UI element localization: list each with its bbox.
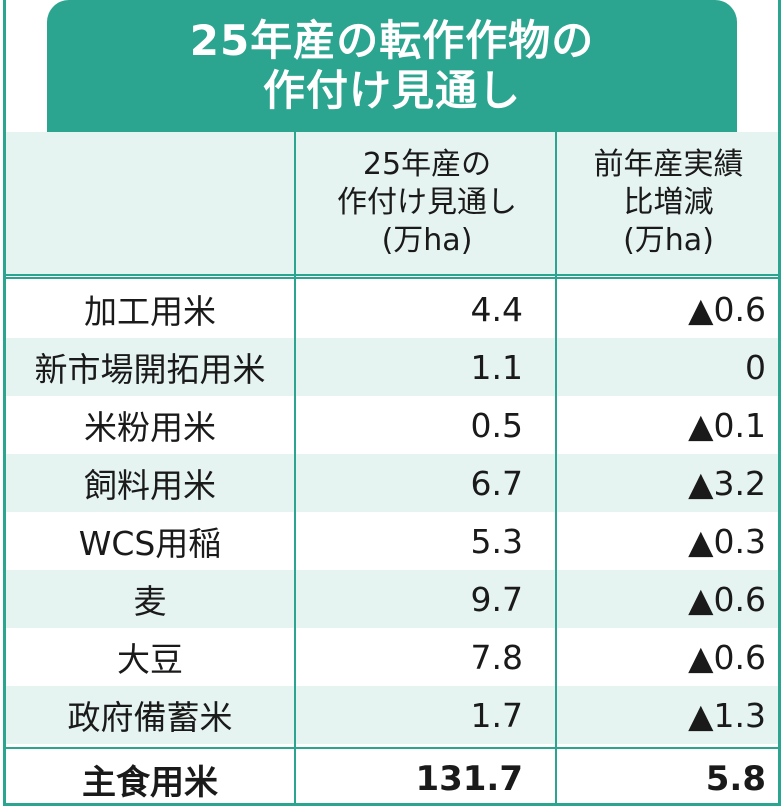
crop-name: 米粉用米: [84, 408, 216, 447]
table-row: 米粉用米 0.5 ▲0.1: [6, 396, 778, 454]
table-row: 麦 9.7 ▲0.6: [6, 570, 778, 628]
table-title: 25年産の転作作物の 作付け見通し: [47, 0, 737, 132]
table-frame: [3, 0, 781, 806]
change-value: ▲0.6: [688, 579, 766, 619]
change-value: ▲0.6: [688, 637, 766, 677]
header-forecast: 25年産の 作付け見通し (万ha): [296, 132, 558, 274]
table-row: 飼料用米 6.7 ▲3.2: [6, 454, 778, 512]
table-row: 政府備蓄米 1.7 ▲1.3: [6, 686, 778, 744]
change-value: ▲3.2: [688, 463, 766, 503]
title-line-1: 25年産の転作作物の: [189, 16, 595, 65]
header-change-unit: (万ha): [623, 223, 714, 258]
forecast-value: 6.7: [470, 463, 523, 503]
header-forecast-unit: (万ha): [381, 223, 473, 258]
crop-name: WCS用稲: [78, 524, 222, 563]
title-line-2: 作付け見通し: [262, 66, 521, 115]
column-divider-2: [555, 132, 557, 806]
forecast-value: 4.4: [470, 289, 523, 329]
header-forecast-line-1: 25年産の: [362, 147, 492, 182]
change-value: ▲0.1: [688, 405, 766, 445]
total-row: 主食用米 131.7 5.8: [6, 750, 778, 808]
table-row: 大豆 7.8 ▲0.6: [6, 628, 778, 686]
header-divider: [6, 274, 778, 276]
header-change: 前年産実績 比増減 (万ha): [559, 132, 778, 274]
forecast-value: 0.5: [470, 405, 523, 445]
forecast-value: 1.7: [470, 695, 523, 735]
change-value: ▲0.6: [688, 289, 766, 329]
change-value: ▲1.3: [688, 695, 766, 735]
table-row: WCS用稲 5.3 ▲0.3: [6, 512, 778, 570]
header-forecast-line-2: 作付け見通し: [337, 185, 517, 220]
forecast-value: 5.3: [470, 521, 523, 561]
change-value: 0: [745, 347, 766, 387]
crop-name: 主食用米: [82, 762, 218, 803]
crop-name: 飼料用米: [84, 466, 216, 505]
total-divider: [6, 747, 778, 749]
table-row: 加工用米 4.4 ▲0.6: [6, 280, 778, 338]
forecast-value: 1.1: [470, 347, 523, 387]
crop-name: 麦: [133, 582, 167, 621]
header-row: 25年産の 作付け見通し (万ha) 前年産実績 比増減 (万ha): [6, 132, 778, 274]
crop-name: 加工用米: [84, 292, 216, 331]
forecast-value: 7.8: [470, 637, 523, 677]
change-value: 5.8: [705, 759, 766, 799]
header-change-line-1: 前年産実績: [593, 147, 744, 182]
table-row: 新市場開拓用米 1.1 0: [6, 338, 778, 396]
crop-name: 政府備蓄米: [67, 698, 233, 737]
change-value: ▲0.3: [688, 521, 766, 561]
forecast-value: 131.7: [415, 759, 523, 799]
crop-name: 大豆: [117, 640, 183, 679]
forecast-value: 9.7: [470, 579, 523, 619]
column-divider-1: [294, 132, 296, 806]
header-change-line-2: 比増減: [623, 185, 714, 220]
header-divider-2: [6, 277, 778, 279]
crop-name: 新市場開拓用米: [34, 350, 266, 389]
